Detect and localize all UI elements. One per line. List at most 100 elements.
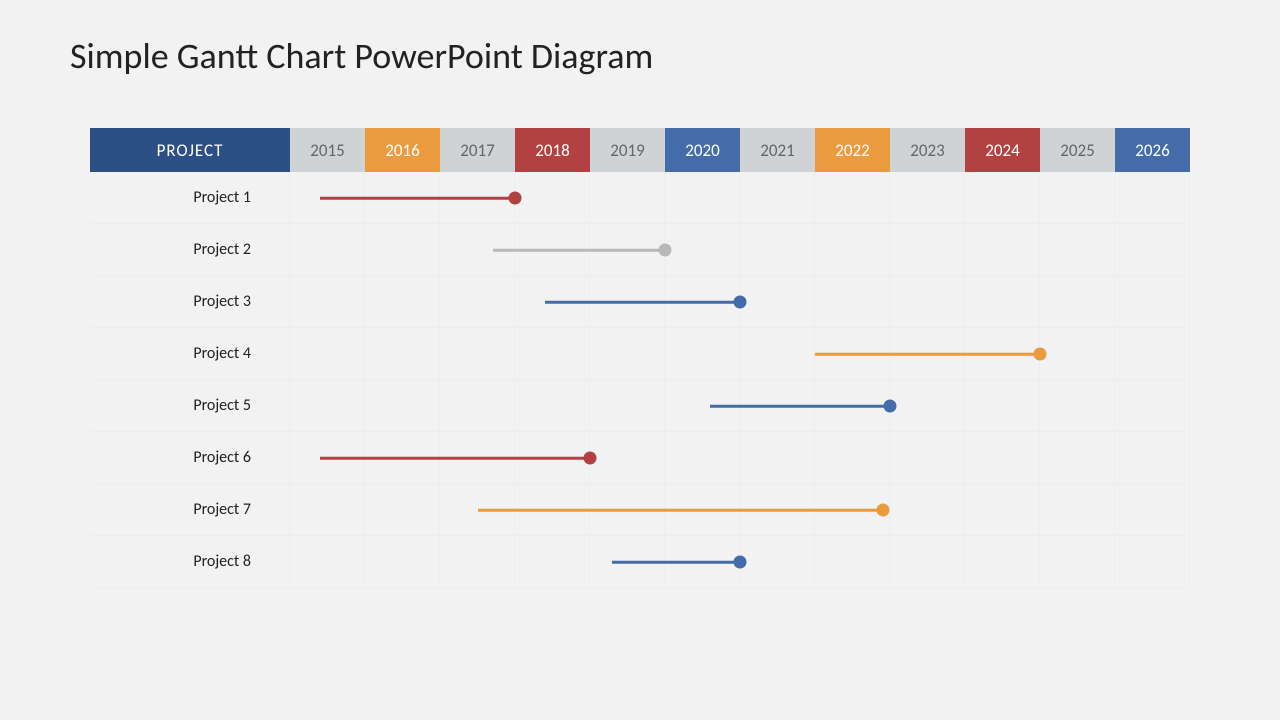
- timeline-cell: [1040, 432, 1115, 484]
- timeline-cell: [1040, 276, 1115, 328]
- timeline-cell: [590, 224, 665, 276]
- timeline-cell: [965, 276, 1040, 328]
- timeline-cell: [890, 328, 965, 380]
- project-label: Project 2: [90, 224, 290, 276]
- timeline-cell: [965, 432, 1040, 484]
- timeline-cells: [290, 536, 1190, 588]
- project-label: Project 8: [90, 536, 290, 588]
- gantt-row: Project 2: [90, 224, 1190, 276]
- timeline-cells: [290, 432, 1190, 484]
- header-year: 2019: [590, 128, 665, 172]
- header-year: 2024: [965, 128, 1040, 172]
- timeline-cell: [365, 380, 440, 432]
- timeline-cell: [1040, 328, 1115, 380]
- gantt-body: Project 1Project 2Project 3Project 4 Proj…: [90, 172, 1190, 588]
- timeline-cell: [665, 328, 740, 380]
- timeline-cell: [290, 328, 365, 380]
- timeline-cell: [890, 484, 965, 536]
- timeline-cell: [815, 276, 890, 328]
- timeline-cell: [1115, 224, 1190, 276]
- timeline-cell: [590, 172, 665, 224]
- timeline-cell: [740, 432, 815, 484]
- timeline-cell: [590, 380, 665, 432]
- timeline-cell: [290, 276, 365, 328]
- timeline-cell: [440, 536, 515, 588]
- timeline-cell: [1115, 276, 1190, 328]
- timeline-cell: [1115, 328, 1190, 380]
- timeline-cell: [590, 432, 665, 484]
- timeline-cell: [965, 328, 1040, 380]
- gantt-row: Project 6: [90, 432, 1190, 484]
- header-years: 2015201620172018201920202021202220232024…: [290, 128, 1190, 172]
- project-label: Project 3: [90, 276, 290, 328]
- timeline-cell: [515, 536, 590, 588]
- timeline-cell: [890, 432, 965, 484]
- timeline-cells: [290, 224, 1190, 276]
- timeline-cell: [815, 536, 890, 588]
- timeline-cells: [290, 328, 1190, 380]
- timeline-cell: [665, 276, 740, 328]
- timeline-cell: [290, 380, 365, 432]
- timeline-cell: [590, 484, 665, 536]
- timeline-cell: [290, 224, 365, 276]
- timeline-cell: [665, 380, 740, 432]
- timeline-cell: [515, 484, 590, 536]
- timeline-cell: [440, 432, 515, 484]
- timeline-cell: [965, 484, 1040, 536]
- timeline-cell: [1040, 484, 1115, 536]
- timeline-cell: [815, 328, 890, 380]
- timeline-cell: [665, 536, 740, 588]
- timeline-cell: [365, 224, 440, 276]
- timeline-cell: [590, 536, 665, 588]
- timeline-cell: [815, 484, 890, 536]
- timeline-cell: [440, 484, 515, 536]
- timeline-cell: [290, 484, 365, 536]
- project-label: Project 4: [90, 328, 290, 380]
- timeline-cell: [515, 276, 590, 328]
- timeline-cell: [665, 432, 740, 484]
- gantt-row: Project 8: [90, 536, 1190, 588]
- timeline-cell: [815, 380, 890, 432]
- timeline-cell: [1040, 380, 1115, 432]
- timeline-cell: [440, 172, 515, 224]
- timeline-cell: [1040, 172, 1115, 224]
- header-year: 2017: [440, 128, 515, 172]
- timeline-cell: [515, 328, 590, 380]
- timeline-cell: [965, 536, 1040, 588]
- timeline-cell: [365, 172, 440, 224]
- gantt-row: Project 1: [90, 172, 1190, 224]
- timeline-cell: [515, 432, 590, 484]
- gantt-row: Project 4: [90, 328, 1190, 380]
- chart-title: Simple Gantt Chart PowerPoint Diagram: [70, 34, 653, 78]
- timeline-cells: [290, 172, 1190, 224]
- timeline-cells: [290, 380, 1190, 432]
- timeline-cell: [1040, 536, 1115, 588]
- header-year: 2023: [890, 128, 965, 172]
- timeline-cell: [290, 432, 365, 484]
- timeline-cell: [515, 380, 590, 432]
- header-year: 2021: [740, 128, 815, 172]
- header-year: 2026: [1115, 128, 1190, 172]
- header-project-label: PROJECT: [90, 128, 290, 172]
- header-year: 2022: [815, 128, 890, 172]
- timeline-cell: [440, 328, 515, 380]
- timeline-cell: [515, 172, 590, 224]
- timeline-cell: [965, 380, 1040, 432]
- timeline-cell: [815, 432, 890, 484]
- timeline-cell: [740, 380, 815, 432]
- timeline-cell: [440, 380, 515, 432]
- timeline-cell: [290, 172, 365, 224]
- timeline-cell: [965, 224, 1040, 276]
- timeline-cell: [1115, 432, 1190, 484]
- timeline-cell: [440, 224, 515, 276]
- timeline-cells: [290, 484, 1190, 536]
- project-label: Project 6: [90, 432, 290, 484]
- timeline-cell: [365, 276, 440, 328]
- timeline-cell: [740, 172, 815, 224]
- timeline-cell: [1115, 380, 1190, 432]
- timeline-cell: [815, 224, 890, 276]
- timeline-cell: [440, 276, 515, 328]
- timeline-cell: [665, 224, 740, 276]
- timeline-cell: [1115, 536, 1190, 588]
- timeline-cell: [740, 328, 815, 380]
